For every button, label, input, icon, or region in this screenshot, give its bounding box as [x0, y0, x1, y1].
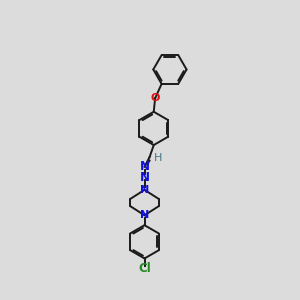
Text: O: O: [150, 93, 160, 103]
Text: N: N: [140, 185, 149, 195]
Text: N: N: [140, 171, 149, 184]
Text: N: N: [140, 210, 149, 220]
Text: Cl: Cl: [138, 262, 151, 275]
Text: H: H: [154, 153, 163, 163]
Text: N: N: [140, 160, 149, 173]
